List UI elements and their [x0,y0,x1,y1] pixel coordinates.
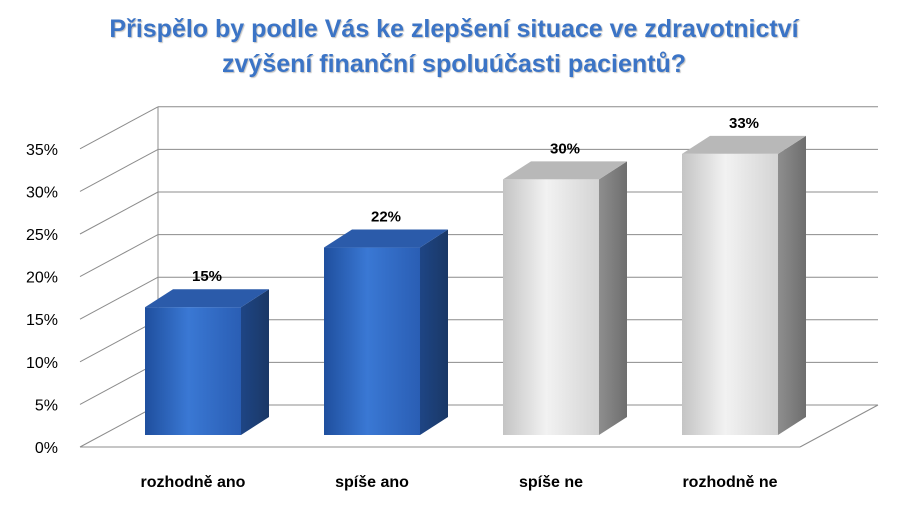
bars [145,135,806,435]
bar [682,153,778,435]
floor-right-edge [799,404,879,448]
y-tick-label: 0% [35,440,58,457]
bar-side [241,289,269,435]
y-tick-label: 25% [26,227,58,244]
gridline-side [79,191,159,235]
y-axis: 0% 5% 10% 15% 20% 25% 30% 35% [26,142,58,457]
bar-top [145,289,269,308]
gridline-side [79,148,159,192]
bar [324,247,420,435]
y-tick-label: 15% [26,312,58,329]
data-label: 22% [371,209,401,226]
data-label: 30% [550,140,580,157]
bar [145,307,241,435]
y-tick-label: 35% [26,142,58,159]
chart-title: Přispělo by podle Vás ke zlepšení situac… [0,12,908,82]
data-label: 15% [192,268,222,285]
category-label: rozhodně ne [682,474,777,491]
y-tick-label: 20% [26,270,58,287]
bar [503,179,599,435]
bar-top [503,161,627,180]
category-label: spíše ano [335,474,409,491]
bar-side [420,229,448,435]
chart-title-line-2: zvýšení finanční spoluúčasti pacientů? [222,50,686,78]
bar-side [599,161,627,435]
gridline-side [79,276,159,320]
category-label: spíše ne [519,474,583,491]
bar-side [778,135,806,435]
data-label: 33% [729,115,759,132]
bar-top [324,229,448,248]
y-tick-label: 5% [35,397,58,414]
chart-title-line-1: Přispělo by podle Vás ke zlepšení situac… [109,15,799,43]
y-tick-label: 30% [26,184,58,201]
gridline-side [79,234,159,278]
bar-top [682,135,806,154]
category-label: rozhodně ano [141,474,246,491]
y-tick-label: 10% [26,355,58,372]
gridline-side [79,106,159,150]
labels: 15% rozhodně ano 22% spíše ano 30% spíše ne 33… [141,115,778,491]
